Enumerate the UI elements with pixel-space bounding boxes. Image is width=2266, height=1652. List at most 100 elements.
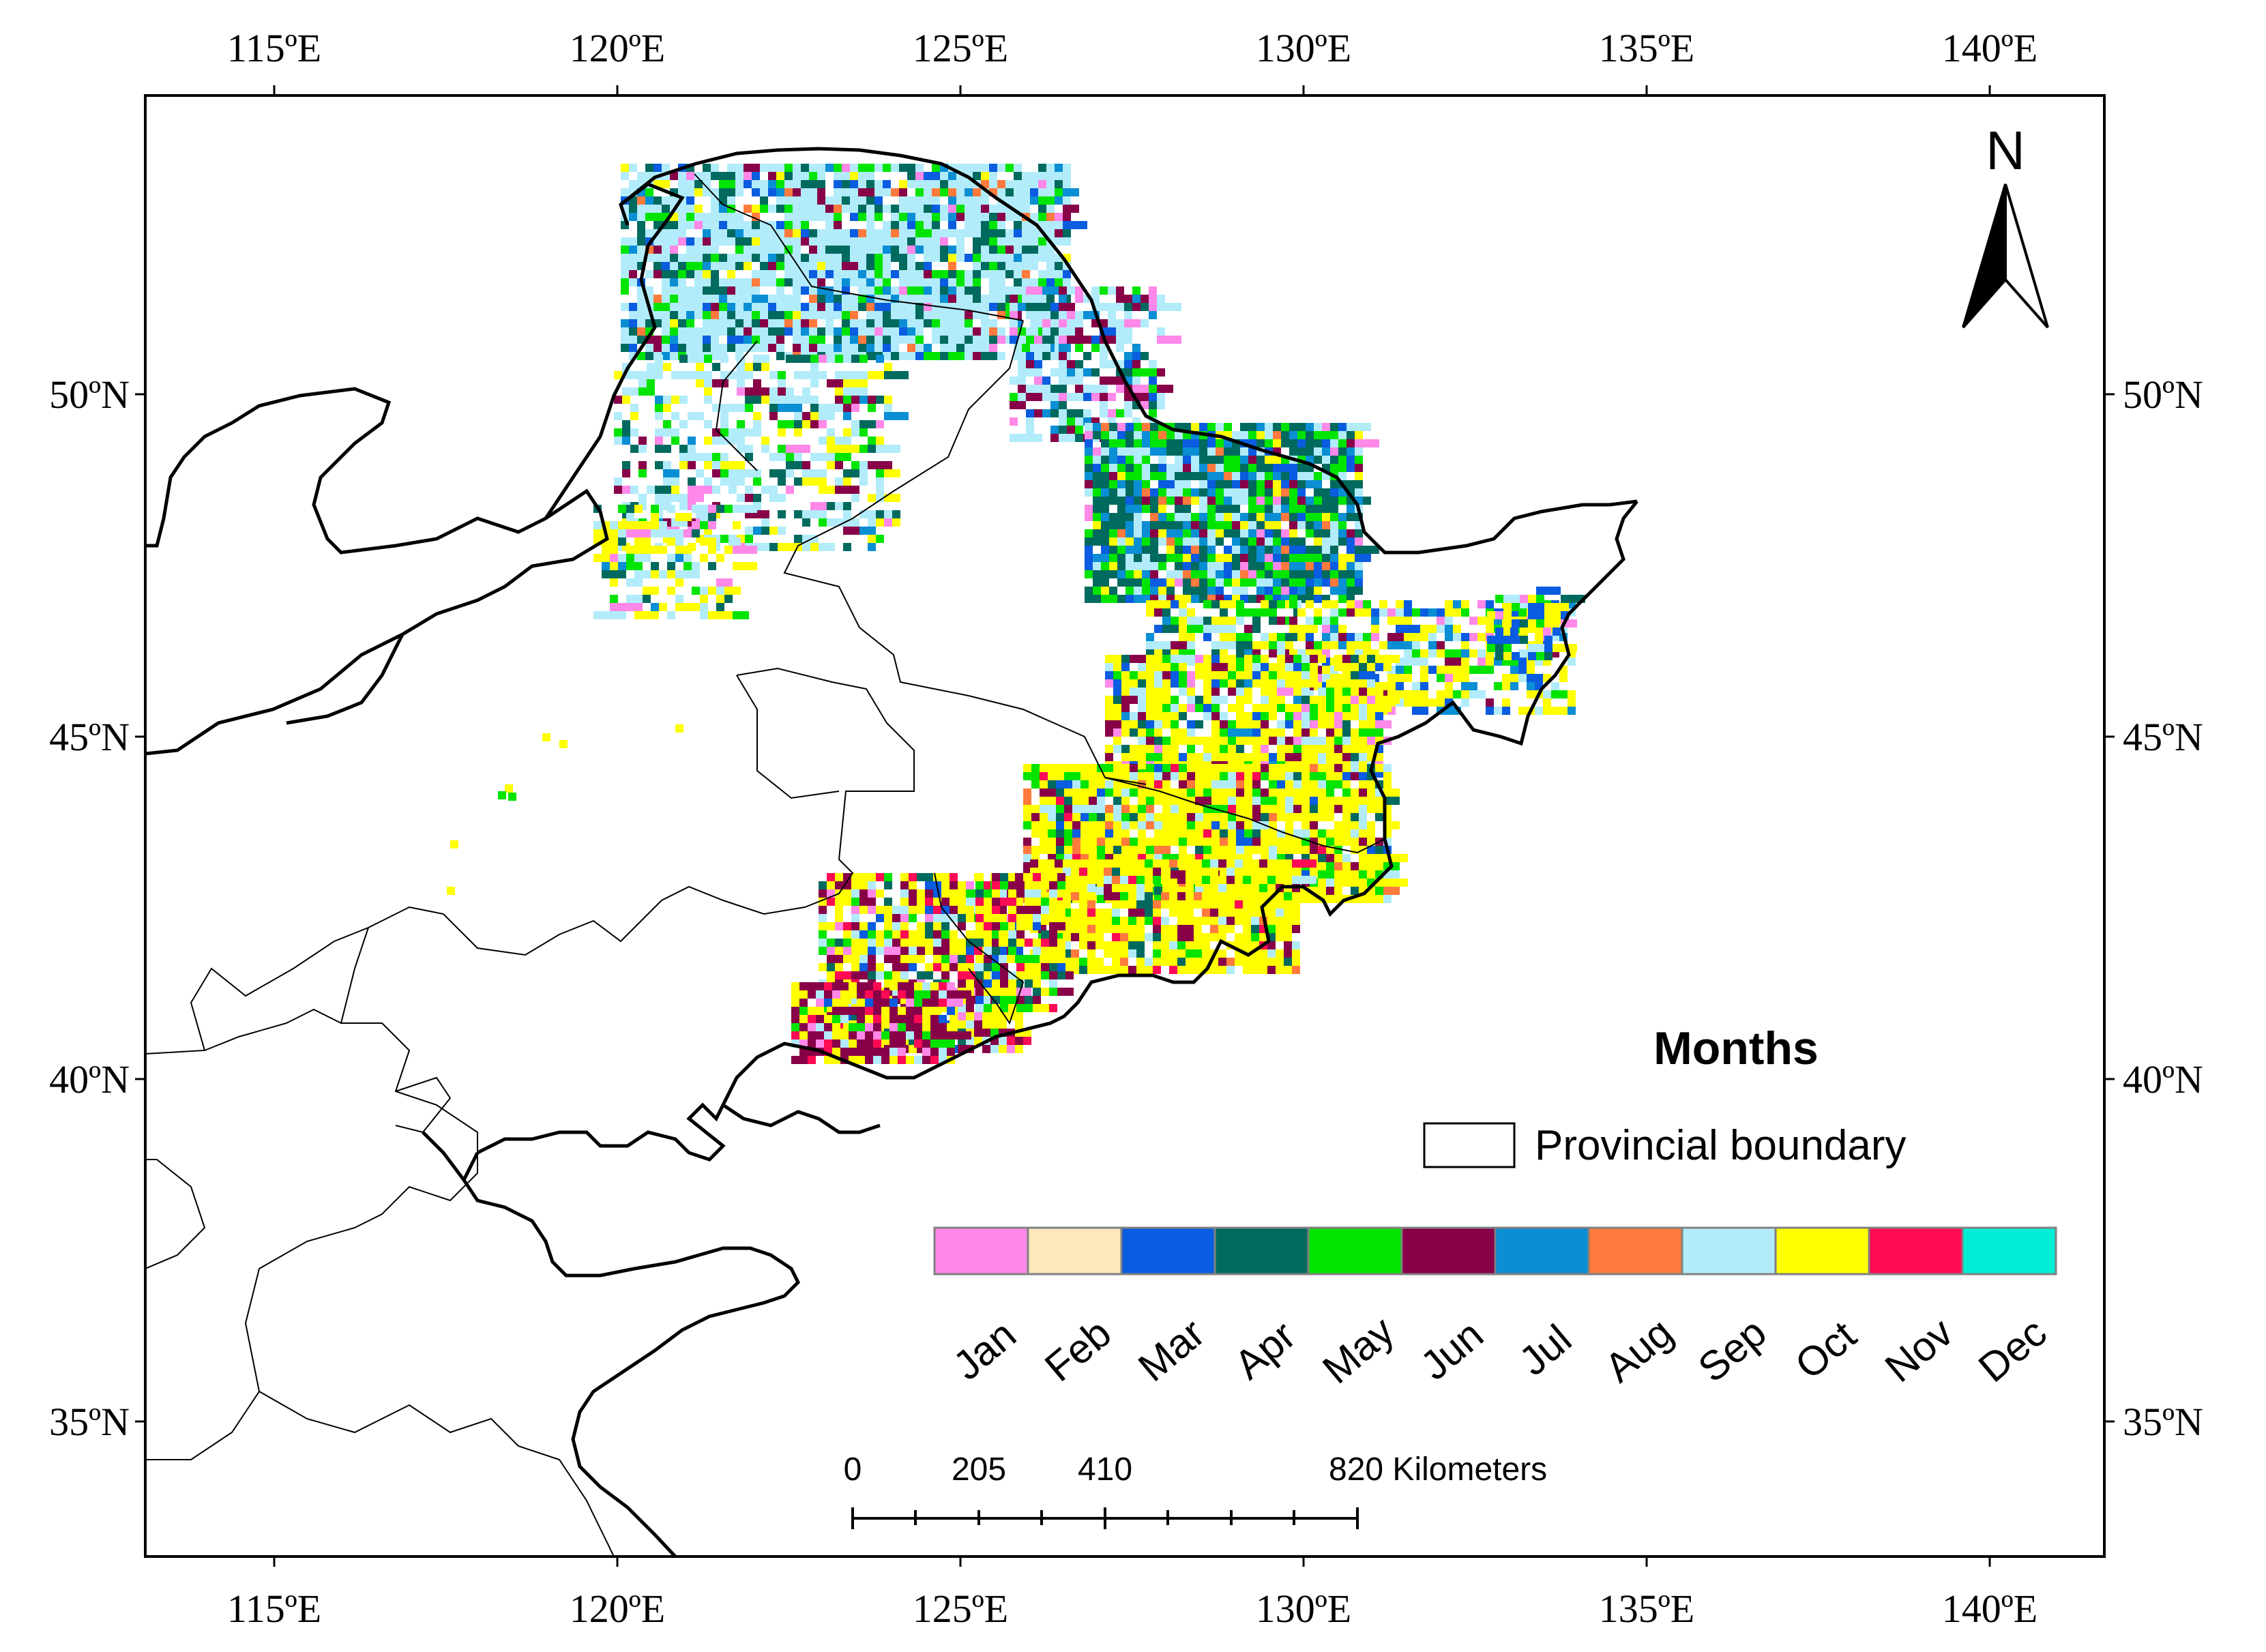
raster-cell — [670, 254, 678, 262]
raster-cell — [1000, 881, 1008, 889]
raster-cell — [1228, 829, 1236, 838]
raster-cell — [1322, 488, 1330, 497]
raster-cell — [883, 221, 891, 229]
raster-cell — [752, 336, 760, 344]
raster-cell — [653, 196, 662, 205]
raster-cell — [874, 188, 883, 196]
raster-cell — [1232, 537, 1240, 546]
raster-cell — [711, 303, 719, 311]
raster-cell — [1128, 909, 1136, 917]
raster-cell — [1097, 838, 1105, 846]
raster-cell — [793, 229, 801, 237]
raster-cell — [1046, 246, 1055, 254]
raster-cell — [1162, 679, 1171, 688]
raster-cell — [1235, 868, 1243, 876]
raster-cell — [1085, 587, 1093, 595]
raster-cell — [915, 246, 924, 254]
raster-cell — [1080, 797, 1089, 805]
raster-cell — [1202, 949, 1210, 958]
raster-cell — [1100, 286, 1108, 295]
raster-cell — [735, 262, 744, 270]
raster-cell — [1067, 368, 1075, 377]
raster-cell — [1130, 720, 1138, 728]
raster-cell — [1359, 663, 1367, 671]
raster-cell — [1149, 409, 1157, 417]
raster-cell — [915, 164, 924, 172]
raster-cell — [907, 213, 915, 221]
raster-cell — [1224, 488, 1232, 497]
raster-cell — [1338, 554, 1347, 562]
raster-cell — [1142, 521, 1150, 529]
raster-cell — [1116, 344, 1124, 352]
raster-cell — [997, 221, 1005, 229]
raster-cell — [679, 445, 688, 453]
raster-cell — [1005, 196, 1014, 205]
raster-cell — [858, 254, 866, 262]
raster-cell — [1367, 854, 1375, 862]
raster-cell — [1186, 917, 1194, 925]
raster-cell — [1025, 889, 1033, 898]
raster-cell — [1412, 641, 1420, 649]
raster-cell — [791, 982, 799, 990]
raster-cell — [1113, 745, 1121, 753]
raster-cell — [1224, 562, 1232, 570]
raster-cell — [1203, 780, 1211, 788]
raster-cell — [1301, 821, 1310, 829]
raster-cell — [1161, 925, 1169, 933]
raster-cell — [776, 172, 784, 180]
raster-cell — [1093, 456, 1101, 464]
raster-cell — [719, 237, 727, 246]
raster-cell — [1301, 895, 1318, 903]
raster-cell — [1293, 704, 1301, 712]
raster-cell — [981, 336, 989, 344]
raster-cell — [1085, 546, 1093, 554]
raster-cell — [1042, 319, 1050, 327]
raster-cell — [711, 221, 719, 229]
raster-cell — [752, 221, 760, 229]
raster-cell — [868, 955, 876, 963]
raster-cell — [866, 205, 874, 213]
raster-cell — [859, 873, 868, 881]
raster-cell — [1113, 688, 1121, 696]
raster-cell — [1121, 663, 1130, 671]
raster-cell — [859, 930, 868, 939]
raster-cell — [1063, 237, 1071, 246]
raster-cell — [1166, 447, 1175, 456]
raster-cell — [1055, 270, 1063, 278]
raster-cell — [768, 344, 776, 352]
raster-cell — [784, 327, 793, 336]
raster-cell — [1179, 712, 1187, 720]
raster-cell — [720, 355, 729, 363]
raster-cell — [1194, 900, 1202, 909]
raster-cell — [694, 205, 703, 213]
raster-cell — [1267, 917, 1276, 925]
raster-cell — [1347, 480, 1363, 488]
raster-cell — [1050, 401, 1059, 409]
raster-cell — [990, 1045, 999, 1053]
raster-cell — [817, 237, 825, 246]
raster-cell — [924, 278, 932, 286]
raster-cell — [997, 188, 1005, 196]
raster-cell — [819, 930, 827, 939]
raster-cell — [1138, 704, 1146, 712]
raster-cell — [1067, 426, 1075, 434]
raster-cell — [1031, 821, 1048, 829]
raster-cell — [1437, 617, 1445, 625]
raster-cell — [647, 363, 655, 371]
raster-cell — [760, 237, 768, 246]
raster-cell — [1023, 788, 1031, 797]
raster-cell — [1109, 447, 1117, 456]
raster-cell — [729, 486, 737, 494]
raster-cell — [824, 1056, 832, 1064]
raster-cell — [1150, 554, 1166, 562]
raster-cell — [1347, 600, 1355, 608]
raster-cell — [1120, 876, 1128, 884]
raster-cell — [825, 196, 834, 205]
raster-cell — [1101, 521, 1109, 529]
raster-cell — [786, 469, 794, 477]
raster-cell — [1220, 788, 1228, 797]
raster-cell — [1338, 641, 1347, 649]
raster-cell — [1056, 846, 1064, 854]
raster-cell — [883, 295, 891, 303]
raster-cell — [793, 278, 801, 286]
